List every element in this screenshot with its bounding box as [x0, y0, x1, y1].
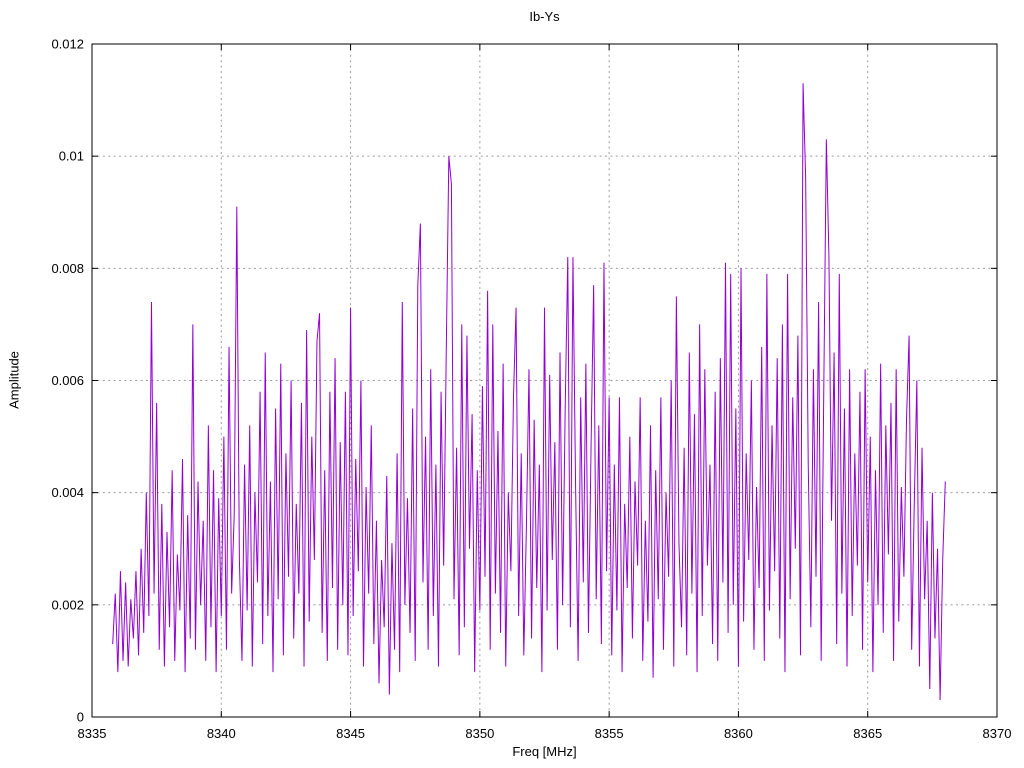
x-tick-label: 8365 [853, 726, 882, 741]
chart-title: Ib-Ys [529, 9, 560, 24]
x-tick-label: 8345 [336, 726, 365, 741]
y-tick-label: 0.012 [51, 37, 84, 52]
y-tick-label: 0.006 [51, 373, 84, 388]
x-tick-label: 8335 [78, 726, 107, 741]
y-tick-label: 0.002 [51, 597, 84, 612]
x-tick-label: 8340 [207, 726, 236, 741]
x-tick-label: 8360 [724, 726, 753, 741]
x-axis-label: Freq [MHz] [512, 744, 577, 759]
y-tick-label: 0.004 [51, 485, 84, 500]
y-tick-label: 0.008 [51, 261, 84, 276]
y-tick-label: 0.01 [59, 149, 84, 164]
x-tick-label: 8370 [983, 726, 1012, 741]
data-series-line [112, 83, 946, 701]
x-tick-label: 8350 [465, 726, 494, 741]
y-tick-label: 0 [77, 710, 84, 725]
x-tick-label: 8355 [595, 726, 624, 741]
